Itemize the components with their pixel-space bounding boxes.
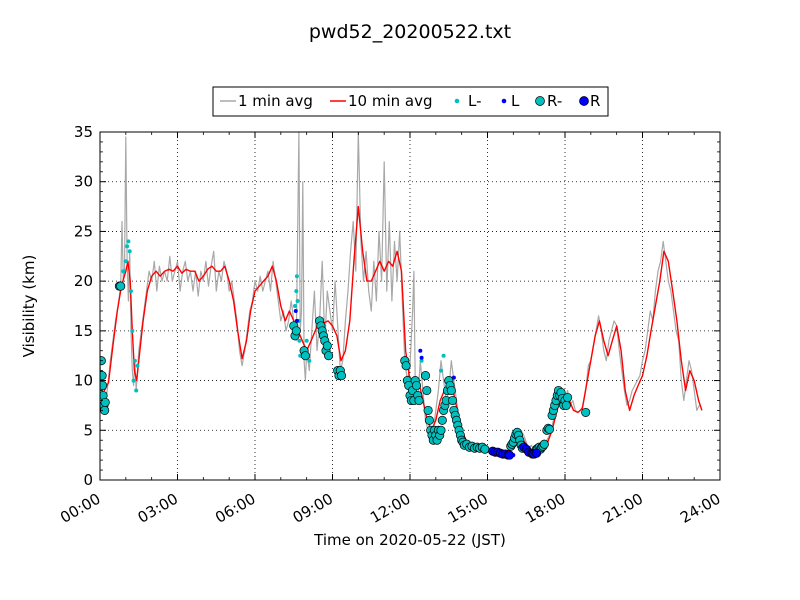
marker-lminus [126,239,131,244]
y-tick-label: 0 [83,471,93,489]
marker-rminus [480,444,490,454]
marker-rminus [116,281,126,291]
marker-lminus [419,358,424,363]
marker-lminus [295,299,300,303]
marker-rminus [424,415,434,425]
marker-layer [100,239,591,460]
marker-rminus [422,385,432,396]
legend-l-swatch [501,98,507,104]
marker-rminus [437,415,447,425]
marker-r [532,448,542,458]
marker-lminus [127,249,132,254]
marker-lminus [293,304,297,308]
marker-rminus [322,341,332,351]
y-axis-label: Visibility (km) [20,255,38,358]
marker-lminus [307,358,312,363]
series-layer [100,132,703,454]
legend-rminus-label: R- [547,92,562,110]
marker-rminus [563,392,573,403]
marker-rminus [100,397,110,407]
legend-l-label: L [511,92,520,110]
marker-lminus [123,259,128,264]
marker-lminus [441,353,446,358]
legend-lminus-swatch [454,98,460,104]
marker-rminus [581,407,591,417]
marker-lminus [135,363,140,368]
marker-rminus [423,405,433,415]
chart-title: pwd52_20200522.txt [309,21,511,43]
marker-rminus [544,424,555,434]
marker-lminus [439,368,443,373]
legend: 1 min avg 10 min avg L- L R- R [212,86,609,117]
marker-lminus [134,388,139,393]
marker-rminus [291,326,301,336]
marker-lminus [121,269,126,274]
legend-1-min-avg-label: 1 min avg [238,92,313,110]
plot-area [100,132,720,480]
series-line-10-min-avg [100,205,703,453]
marker-lminus [294,289,299,294]
marker-rminus [100,371,107,381]
marker-l [293,309,298,313]
marker-rminus [436,425,446,435]
y-tick-label: 15 [74,322,93,340]
marker-rminus [420,371,431,381]
y-tick-label: 5 [83,421,93,439]
legend-rminus-swatch [535,96,545,106]
y-tick-label: 30 [74,173,93,191]
legend-10-min-avg-label: 10 min avg [348,92,433,110]
legend-lminus-label: L- [468,92,482,110]
marker-lminus [132,358,137,363]
marker-rminus [300,351,310,361]
marker-lminus [125,244,130,249]
marker-rminus [539,439,549,449]
x-axis-label: Time on 2020-05-22 (JST) [313,531,506,549]
marker-l [451,375,456,380]
marker-rminus [448,395,458,406]
legend-r-swatch [579,96,589,106]
marker-r [504,450,515,460]
marker-rminus [324,351,334,361]
marker-rminus [414,395,424,406]
y-tick-label: 35 [74,123,93,141]
y-tick-label: 20 [74,272,93,290]
marker-lminus [297,338,302,343]
y-tick-label: 25 [74,222,93,240]
marker-rminus [411,380,422,391]
marker-rminus [561,400,571,410]
marker-rminus [446,385,456,396]
marker-lminus [130,328,135,333]
marker-lminus [304,338,309,343]
marker-l [418,348,423,353]
marker-rminus [401,361,411,371]
marker-lminus [129,289,133,294]
y-tick-label: 10 [74,372,93,390]
marker-l [419,355,424,360]
marker-rminus [336,371,347,381]
marker-lminus [294,274,299,279]
marker-rminus [100,380,108,391]
marker-lminus [131,378,136,383]
legend-r-label: R [590,92,600,110]
